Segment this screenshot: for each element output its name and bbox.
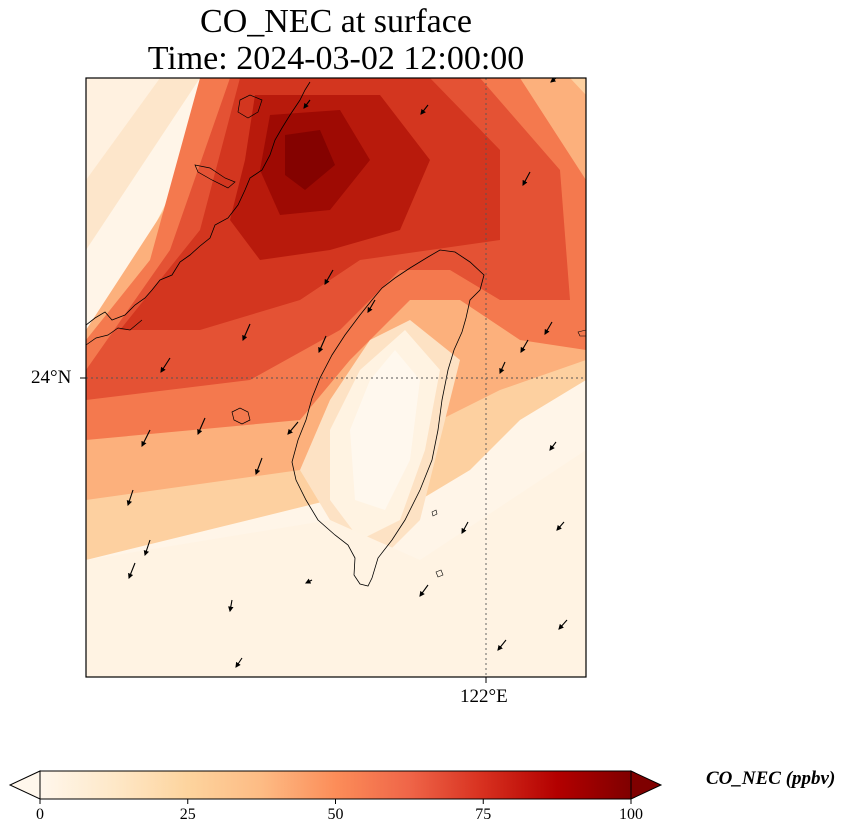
map-title-line-1: CO_NEC at surface xyxy=(200,3,472,40)
china-coastline xyxy=(86,81,311,326)
lat-label-24n: 24°N xyxy=(31,367,72,388)
colorbar xyxy=(8,770,663,804)
wind-vectors xyxy=(126,78,568,668)
colorbar-tick-100: 100 xyxy=(619,806,643,823)
colorbar-tick-0: 0 xyxy=(36,806,44,823)
colorbar-tick-25: 25 xyxy=(179,806,196,823)
map-title-line-2: Time: 2024-03-02 12:00:00 xyxy=(147,40,525,77)
colorbar-tick-75: 75 xyxy=(475,806,492,823)
concentration-field xyxy=(86,78,586,677)
lon-label-122e: 122°E xyxy=(460,686,508,707)
colorbar-tick-50: 50 xyxy=(327,806,344,823)
colorbar-label: CO_NEC (ppbv) xyxy=(706,768,836,789)
taiwan-coastline xyxy=(291,249,485,587)
